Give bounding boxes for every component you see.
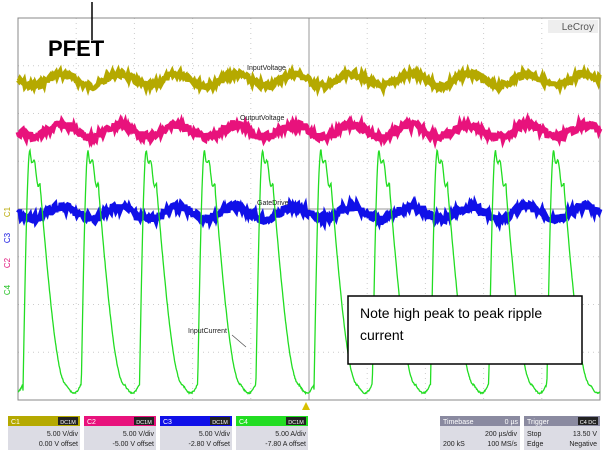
coupling-badge (134, 417, 154, 425)
panel-body (160, 426, 232, 450)
panel-value: Negative (569, 441, 597, 448)
brand: LeCroy (562, 22, 594, 33)
trace-label: GateDrive (257, 200, 289, 207)
panel-value: Stop (527, 431, 542, 438)
panel-value: 200 µs/div (485, 431, 518, 438)
panel-body (440, 426, 520, 450)
panel-value: 200 kS (443, 441, 465, 448)
panel-header (440, 416, 520, 426)
channel-marker: C2 (3, 257, 12, 268)
panel-body (8, 426, 80, 450)
panel-header (160, 416, 232, 426)
channel-id: C1 (11, 419, 20, 426)
trace-label: InputCurrent (188, 328, 227, 335)
panel-body (236, 426, 308, 450)
coupling-badge (58, 417, 78, 425)
panel-header (236, 416, 308, 426)
scale: 5.00 A/div (275, 431, 306, 438)
trace-label: InputVoltage (247, 65, 286, 72)
scale: 5.00 V/div (47, 431, 79, 438)
trace (16, 194, 603, 232)
coupling-badge (578, 417, 598, 425)
panel-body (524, 426, 600, 450)
channel-id: C2 (87, 419, 96, 426)
coupling-badge (286, 417, 306, 425)
trace (16, 63, 602, 98)
trace-label: OutputVoltage (240, 115, 284, 122)
coupling: DC1M (60, 420, 76, 426)
panel-value: Edge (527, 441, 543, 448)
coupling: DC1M (136, 420, 152, 426)
panel-value: 13.50 V (573, 431, 597, 438)
trace (15, 112, 603, 150)
brand-box (548, 20, 598, 33)
panel-header (84, 416, 156, 426)
panel-title: Trigger (527, 419, 550, 426)
channel-id: C3 (163, 419, 172, 426)
channel-marker: C4 (3, 284, 12, 295)
coupling: DC1M (288, 420, 304, 426)
scale: 5.00 V/div (123, 431, 155, 438)
label-leader (231, 334, 247, 348)
trigger-source: C4 DC (580, 420, 597, 426)
panel-header (524, 416, 600, 426)
panel-title: Timebase (443, 419, 474, 426)
offset: -7.80 A offset (265, 441, 306, 448)
panel-value: 100 MS/s (487, 441, 517, 448)
status-bar: C1 DC1M 5.00 V/div 0.00 V offset C2 DC1M 5.00 … (8, 416, 600, 450)
trace (17, 148, 601, 396)
waveforms (15, 63, 603, 396)
channel-marker: C1 (3, 206, 12, 217)
offset: -2.80 V offset (188, 441, 230, 448)
panel-body (84, 426, 156, 450)
offset: -5.00 V offset (112, 441, 154, 448)
channel-marker: C3 (3, 232, 12, 243)
channel-id: C4 (239, 419, 248, 426)
note-wrap: Note high peak to peak ripple current (360, 305, 543, 343)
note-box (347, 295, 583, 365)
note: Note high peak to peak ripple current (360, 305, 543, 343)
trigger-marker (302, 402, 310, 410)
panel-header (8, 416, 80, 426)
probe-label: PFET (48, 36, 105, 61)
coupling: DC1M (212, 420, 228, 426)
coupling-badge (210, 417, 230, 425)
scale: 5.00 V/div (199, 431, 231, 438)
offset: 0.00 V offset (39, 441, 78, 448)
panel-value: 0 µs (505, 419, 519, 426)
